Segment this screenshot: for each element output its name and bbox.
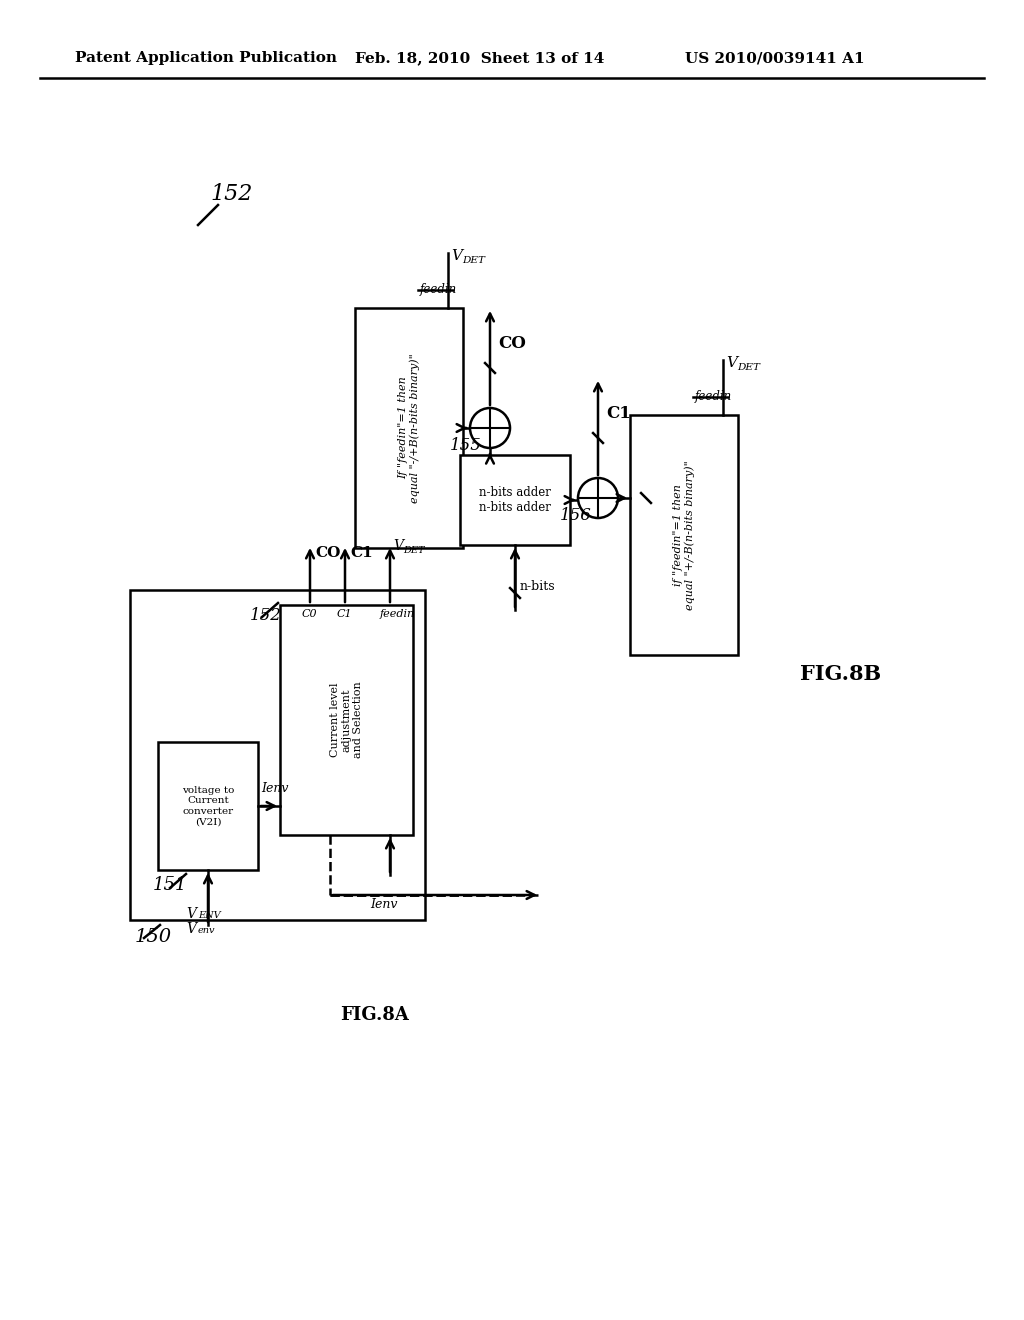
- Circle shape: [578, 478, 618, 517]
- Text: 152: 152: [250, 607, 282, 624]
- Text: DET: DET: [403, 546, 425, 554]
- Text: V: V: [393, 539, 403, 553]
- Bar: [130, 590, 425, 920]
- Text: 156: 156: [560, 507, 592, 524]
- Bar: [158, 742, 258, 870]
- Text: CO: CO: [315, 546, 340, 560]
- Text: US 2010/0039141 A1: US 2010/0039141 A1: [685, 51, 864, 65]
- Text: feedin: feedin: [380, 609, 415, 619]
- Text: C1: C1: [337, 609, 352, 619]
- Text: V: V: [451, 249, 462, 263]
- Text: V: V: [726, 356, 737, 370]
- Text: C0: C0: [302, 609, 317, 619]
- Text: 155: 155: [450, 437, 482, 454]
- Text: Feb. 18, 2010  Sheet 13 of 14: Feb. 18, 2010 Sheet 13 of 14: [355, 51, 604, 65]
- Text: FIG.8B: FIG.8B: [800, 664, 881, 684]
- Text: V: V: [186, 921, 196, 936]
- Text: C1: C1: [350, 546, 373, 560]
- Text: Current level
adjustment
and Selection: Current level adjustment and Selection: [330, 681, 364, 759]
- Text: ENV: ENV: [198, 911, 220, 920]
- Text: If "feedin"=1 then
equal "-/+B(n-bits binary)": If "feedin"=1 then equal "-/+B(n-bits bi…: [398, 354, 420, 503]
- Text: DET: DET: [462, 256, 485, 265]
- Text: FIG.8A: FIG.8A: [340, 1006, 409, 1024]
- Text: Patent Application Publication: Patent Application Publication: [75, 51, 337, 65]
- Text: feedin: feedin: [420, 282, 458, 296]
- Bar: [355, 308, 463, 548]
- Text: 152: 152: [210, 183, 252, 205]
- Bar: [280, 605, 413, 836]
- Text: Ienv: Ienv: [261, 781, 289, 795]
- Text: CO: CO: [498, 335, 526, 352]
- Text: V: V: [186, 907, 196, 921]
- Text: if "feedin"=1 then
equal "+/-B(n-bits binary)": if "feedin"=1 then equal "+/-B(n-bits bi…: [673, 461, 695, 610]
- Text: DET: DET: [737, 363, 760, 372]
- Text: 150: 150: [135, 928, 172, 946]
- Text: voltage to
Current
converter
(V2I): voltage to Current converter (V2I): [182, 785, 234, 826]
- Text: n-bits: n-bits: [520, 579, 556, 593]
- Text: n-bits adder
n-bits adder: n-bits adder n-bits adder: [479, 486, 551, 513]
- Text: env: env: [198, 927, 215, 935]
- Bar: [460, 455, 570, 545]
- Text: feedin: feedin: [695, 389, 732, 403]
- Text: 151: 151: [153, 876, 187, 894]
- Text: Ienv: Ienv: [370, 898, 397, 911]
- Bar: [630, 414, 738, 655]
- Text: C1: C1: [606, 405, 631, 422]
- Circle shape: [470, 408, 510, 447]
